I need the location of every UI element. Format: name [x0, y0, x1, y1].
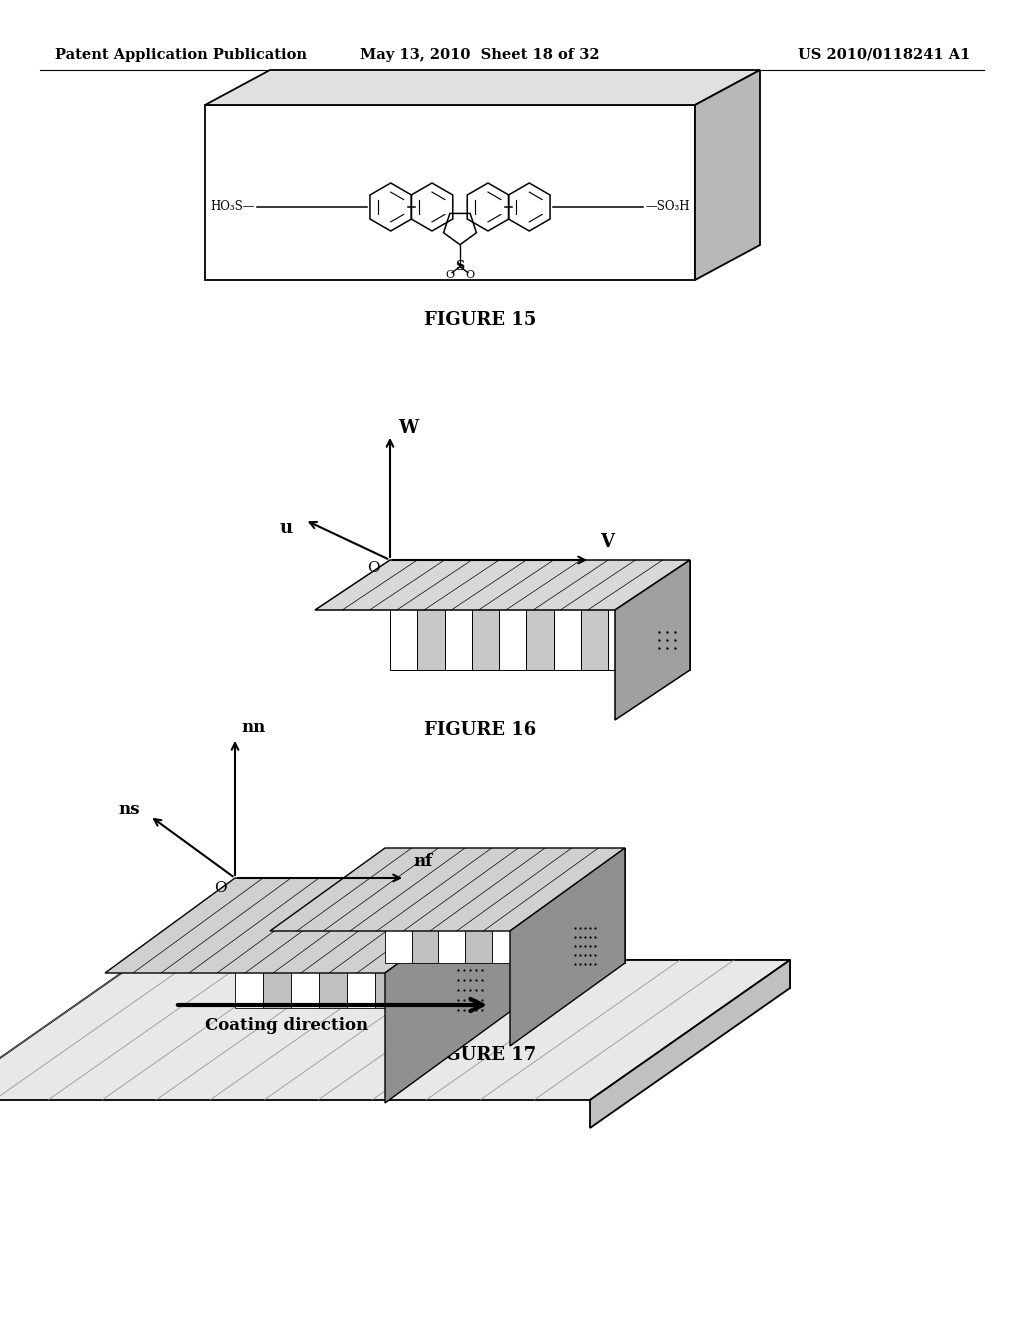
Polygon shape: [385, 847, 412, 964]
Polygon shape: [545, 847, 571, 964]
Text: O: O: [368, 561, 380, 576]
Polygon shape: [518, 847, 545, 964]
Polygon shape: [0, 960, 790, 1100]
Polygon shape: [417, 560, 444, 671]
Text: Coating direction: Coating direction: [205, 1016, 368, 1034]
Polygon shape: [554, 560, 581, 671]
Text: nf: nf: [413, 854, 432, 870]
Polygon shape: [526, 560, 554, 671]
Polygon shape: [459, 878, 487, 1008]
Polygon shape: [105, 878, 515, 973]
Polygon shape: [499, 560, 526, 671]
Text: V: V: [600, 533, 614, 550]
Polygon shape: [695, 70, 760, 280]
Polygon shape: [663, 560, 690, 671]
Text: May 13, 2010  Sheet 18 of 32: May 13, 2010 Sheet 18 of 32: [360, 48, 600, 62]
Polygon shape: [412, 847, 438, 964]
Polygon shape: [270, 847, 625, 931]
Polygon shape: [347, 878, 375, 1008]
Text: FIGURE 17: FIGURE 17: [424, 1045, 537, 1064]
Text: Patent Application Publication: Patent Application Publication: [55, 48, 307, 62]
Text: FIGURE 16: FIGURE 16: [424, 721, 537, 739]
Text: O: O: [214, 880, 227, 895]
Text: US 2010/0118241 A1: US 2010/0118241 A1: [798, 48, 970, 62]
Polygon shape: [598, 847, 625, 964]
Polygon shape: [492, 847, 518, 964]
Polygon shape: [205, 70, 760, 106]
Text: O: O: [445, 269, 455, 280]
Polygon shape: [205, 106, 695, 280]
Polygon shape: [140, 960, 790, 987]
Polygon shape: [390, 560, 417, 671]
Text: W: W: [398, 418, 418, 437]
Polygon shape: [636, 560, 663, 671]
Polygon shape: [615, 560, 690, 719]
Polygon shape: [472, 560, 499, 671]
Polygon shape: [403, 878, 431, 1008]
Polygon shape: [234, 878, 263, 1008]
Text: ns: ns: [119, 801, 140, 818]
Polygon shape: [465, 847, 492, 964]
Polygon shape: [581, 560, 608, 671]
Polygon shape: [385, 878, 515, 1104]
Text: nn: nn: [241, 719, 265, 737]
Polygon shape: [571, 847, 598, 964]
Polygon shape: [291, 878, 319, 1008]
Polygon shape: [263, 878, 291, 1008]
Polygon shape: [319, 878, 347, 1008]
Text: —SO₃H: —SO₃H: [645, 201, 690, 214]
Polygon shape: [375, 878, 403, 1008]
Polygon shape: [590, 960, 790, 1129]
Polygon shape: [438, 847, 465, 964]
Polygon shape: [608, 560, 636, 671]
Text: HO₃S—: HO₃S—: [210, 201, 255, 214]
Polygon shape: [510, 847, 625, 1045]
Polygon shape: [444, 560, 472, 671]
Text: S: S: [456, 260, 465, 273]
Polygon shape: [315, 560, 690, 610]
Text: u: u: [280, 519, 293, 537]
Polygon shape: [487, 878, 515, 1008]
Text: O: O: [466, 269, 474, 280]
Text: FIGURE 15: FIGURE 15: [424, 312, 537, 329]
Polygon shape: [431, 878, 459, 1008]
